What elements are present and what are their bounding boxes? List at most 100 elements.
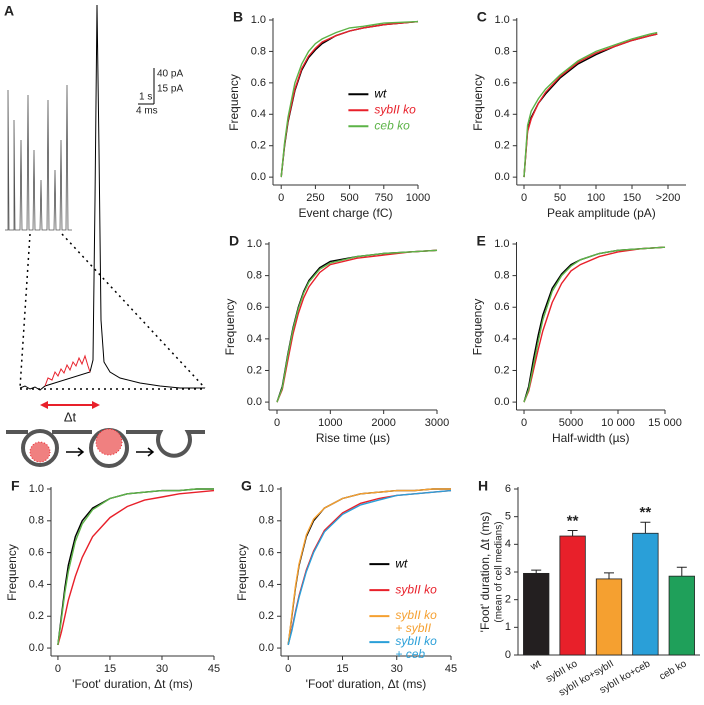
panel-label: F (11, 478, 20, 494)
x-tick-label: 45 (208, 663, 220, 675)
cdf-line (57, 488, 214, 645)
y-tick-label: 3 (505, 566, 511, 578)
y-axis-label: 'Foot' duration, Δt (ms) (478, 512, 492, 633)
bar (668, 575, 695, 656)
y-tick-label: 0 (505, 649, 511, 661)
x-tick-label: 0 (521, 192, 527, 204)
cdf-line (523, 33, 658, 178)
y-axis-label: Frequency (223, 299, 237, 356)
y-tick-label: 0.6 (247, 301, 262, 313)
error-bar (567, 530, 578, 537)
panel-label: B (233, 9, 243, 25)
y-tick-label: 0.0 (247, 396, 262, 408)
scale-label: 4 ms (136, 106, 158, 117)
y-tick-label: 0.2 (29, 610, 44, 622)
y-tick-label: 0.2 (251, 140, 266, 152)
y-tick-label: 1.0 (247, 238, 262, 250)
y-tick-label: 6 (505, 483, 511, 495)
x-axis-label: 'Foot' duration, Δt (ms) (306, 677, 427, 691)
y-tick-label: 1.0 (251, 14, 266, 26)
bar (595, 578, 623, 656)
step-arrow (66, 447, 155, 457)
bar (632, 532, 659, 656)
error-bar (640, 521, 651, 534)
x-tick-label: 750 (375, 192, 393, 204)
x-tick-label: 0 (278, 192, 284, 204)
x-tick-label: 0 (55, 663, 61, 675)
legend-label: wt (374, 86, 387, 100)
y-tick-label: 0.4 (251, 108, 266, 120)
x-tick-label: 15 (336, 663, 348, 675)
y-tick-label: 0.6 (29, 547, 44, 559)
scale-label: 40 pA (157, 69, 183, 80)
membrane (6, 430, 205, 458)
x-tick-label: 0 (285, 663, 291, 675)
cdf-line (523, 246, 666, 403)
y-axis-label: Frequency (227, 74, 241, 131)
y-tick-label: 0.4 (247, 333, 262, 345)
cdf-line (276, 249, 438, 403)
significance: ** (567, 512, 579, 529)
y-tick-label: 0.0 (251, 171, 266, 183)
cdf-line (57, 488, 214, 645)
y-tick-label: 0.8 (494, 270, 509, 282)
legend-label: sybII ko (374, 102, 416, 116)
y-tick-label: 0.6 (494, 301, 509, 313)
cdf-line (280, 20, 419, 178)
significance: ** (640, 504, 652, 521)
x-tick-label: 0 (521, 417, 527, 429)
x-tick-label: wt (528, 658, 543, 673)
y-tick-label: 0.0 (494, 396, 509, 408)
vesicle-content (29, 441, 51, 463)
y-tick-label: 0.8 (495, 45, 510, 57)
y-tick-label: 0.8 (259, 515, 274, 527)
cdf-line (523, 246, 666, 403)
zoom-line (19, 233, 31, 389)
y-tick-label: 0.0 (259, 642, 274, 654)
main-trace (19, 4, 205, 391)
x-axis-label: Half-width (µs) (552, 431, 630, 445)
x-tick-label: 45 (445, 663, 457, 675)
cdf-line (523, 31, 658, 178)
x-tick-label: 15 000 (648, 417, 682, 429)
y-tick-label: 0.4 (495, 108, 510, 120)
cdf-line (276, 249, 438, 403)
x-tick-label: 500 (340, 192, 358, 204)
cdf-line (287, 489, 452, 646)
x-tick-label: 5000 (559, 417, 583, 429)
x-tick-label: 150 (623, 192, 641, 204)
delta-label: Δt (64, 409, 77, 424)
x-tick-label: 0 (274, 417, 280, 429)
x-tick-label: 30 (156, 663, 168, 675)
panel-label: E (477, 233, 486, 249)
cdf-line (280, 20, 419, 178)
x-tick-label: ceb ko (658, 658, 689, 682)
x-tick-label: 1000 (406, 192, 430, 204)
y-tick-label: 0.0 (29, 642, 44, 654)
panel-label: G (241, 478, 252, 494)
y-tick-label: 0.2 (259, 610, 274, 622)
legend-label: sybII ko + ceb (395, 634, 437, 661)
y-tick-label: 0.8 (247, 270, 262, 282)
x-tick-label: 3000 (425, 417, 449, 429)
error-bar (531, 569, 542, 574)
cdf-line (280, 20, 419, 178)
y-axis-label: Frequency (5, 544, 19, 601)
panel-label: C (477, 9, 487, 25)
x-tick-label: 100 (587, 192, 605, 204)
y-tick-label: 1.0 (259, 483, 274, 495)
panel-a (5, 4, 206, 468)
y-tick-label: 0.2 (247, 364, 262, 376)
bar (559, 535, 586, 656)
foot-trace (44, 354, 91, 387)
y-tick-label: 0.2 (495, 140, 510, 152)
scale-label: 1 s (139, 92, 152, 103)
legend-label: sybII ko (395, 582, 437, 596)
x-tick-label: 1000 (318, 417, 342, 429)
y-tick-label: 0.6 (495, 77, 510, 89)
y-tick-label: 0.8 (29, 515, 44, 527)
bar (523, 572, 550, 656)
y-tick-label: 4 (505, 538, 511, 550)
y-tick-label: 1.0 (494, 238, 509, 250)
